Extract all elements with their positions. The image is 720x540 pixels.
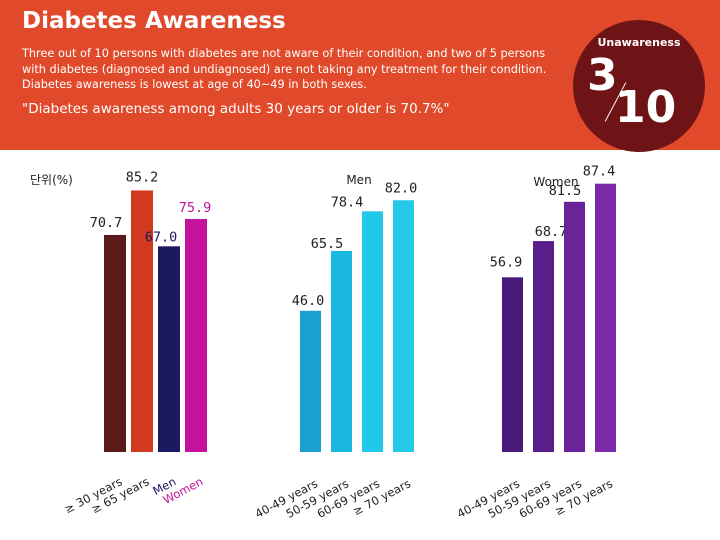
- bar-2-0: [502, 277, 523, 452]
- bar-1-0: [300, 310, 321, 452]
- data-label-2-2: 81.5: [549, 183, 582, 199]
- data-label-1-2: 78.4: [331, 194, 364, 210]
- data-label-0-0: 70.7: [90, 215, 123, 231]
- bar-1-1: [331, 250, 352, 452]
- bar-0-2: [158, 246, 180, 452]
- unit-label: 단위(%): [30, 173, 73, 187]
- bar-2-1: [533, 241, 554, 452]
- bar-2-2: [564, 201, 585, 452]
- description-text: Three out of 10 persons with diabetes ar…: [22, 47, 547, 91]
- bar-0-3: [185, 218, 207, 452]
- bar-1-2: [362, 211, 383, 452]
- data-label-2-1: 68.7: [535, 224, 568, 240]
- data-label-2-3: 87.4: [583, 164, 616, 180]
- data-label-0-2: 67.0: [145, 229, 178, 245]
- unawareness-badge: Unawareness 3 10: [573, 20, 705, 152]
- data-label-1-3: 82.0: [385, 180, 418, 196]
- badge-denominator: 10: [615, 82, 677, 133]
- data-label-2-0: 56.9: [490, 254, 523, 270]
- chart-title-2: Women: [533, 175, 578, 189]
- bar-0-0: [104, 234, 126, 452]
- chart-title-1: Men: [346, 173, 371, 187]
- unawareness-label: Unawareness: [597, 36, 681, 49]
- bar-0-1: [131, 190, 153, 452]
- badge-numerator: 3: [587, 50, 618, 101]
- highlight-quote: "Diabetes awareness among adults 30 year…: [22, 101, 450, 117]
- data-label-1-1: 65.5: [311, 236, 344, 252]
- bar-2-3: [595, 183, 616, 452]
- bar-1-3: [393, 200, 414, 452]
- data-label-0-3: 75.9: [179, 200, 212, 216]
- data-label-1-0: 46.0: [292, 293, 325, 309]
- data-label-0-1: 85.2: [126, 169, 159, 185]
- page-title: Diabetes Awareness: [22, 8, 286, 34]
